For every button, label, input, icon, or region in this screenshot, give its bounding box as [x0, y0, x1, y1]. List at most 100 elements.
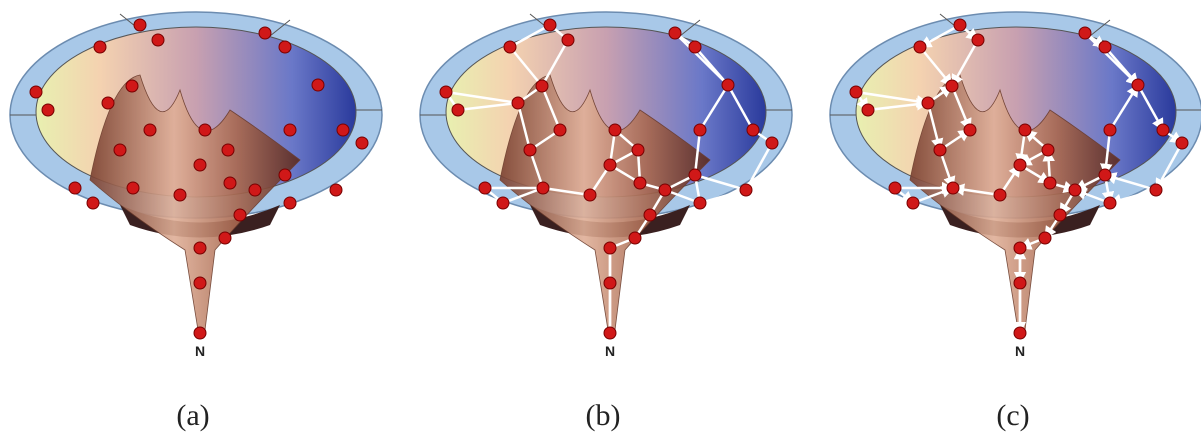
- node: [102, 97, 114, 109]
- node: [30, 86, 42, 98]
- node: [356, 137, 368, 149]
- node: [1039, 232, 1051, 244]
- node: [504, 41, 516, 53]
- node: [1099, 169, 1111, 181]
- node: [337, 124, 349, 136]
- node: [1157, 124, 1169, 136]
- node: [544, 19, 556, 31]
- figure: N (a) N (b) N (c): [0, 0, 1201, 439]
- node: [284, 197, 296, 209]
- node: [249, 184, 261, 196]
- node: [259, 27, 271, 39]
- node: [127, 182, 139, 194]
- caption: (c): [996, 399, 1029, 432]
- node: [452, 104, 464, 116]
- node: [1044, 177, 1056, 189]
- node: [922, 97, 934, 109]
- node: [634, 177, 646, 189]
- node: [479, 182, 491, 194]
- node: [174, 189, 186, 201]
- node: [1054, 209, 1066, 221]
- node: [947, 182, 959, 194]
- node: [1079, 27, 1091, 39]
- node: [584, 189, 596, 201]
- node: [694, 124, 706, 136]
- node: [689, 41, 701, 53]
- node: [114, 144, 126, 156]
- node: [954, 19, 966, 31]
- node: [312, 79, 324, 91]
- node: [234, 209, 246, 221]
- caption: (b): [586, 399, 621, 432]
- node: [604, 242, 616, 254]
- node: [889, 182, 901, 194]
- node: [42, 104, 54, 116]
- panel: N (c): [830, 12, 1201, 432]
- node: [537, 182, 549, 194]
- node: [134, 19, 146, 31]
- node: [536, 80, 548, 92]
- node: [1042, 144, 1054, 156]
- node: [554, 124, 566, 136]
- node: [1019, 124, 1031, 136]
- node: [747, 124, 759, 136]
- node: [1132, 79, 1144, 91]
- node: [604, 159, 616, 171]
- page: N(a)N(b)N(c) (() => { const data = JSON.…: [0, 0, 1201, 439]
- node: [766, 137, 778, 149]
- node: [1104, 197, 1116, 209]
- node-label: N: [605, 343, 615, 359]
- node: [562, 34, 574, 46]
- panels: N (a) N (b) N (c): [10, 12, 1201, 432]
- node: [69, 182, 81, 194]
- node: [934, 144, 946, 156]
- node: [914, 41, 926, 53]
- node: [1099, 41, 1111, 53]
- node: [279, 41, 291, 53]
- node: [632, 144, 644, 156]
- node: [740, 184, 752, 196]
- node: [629, 232, 641, 244]
- node: [850, 86, 862, 98]
- node: [604, 327, 616, 339]
- node: [946, 80, 958, 92]
- node: [694, 197, 706, 209]
- node: [644, 209, 656, 221]
- node-label: N: [1015, 343, 1025, 359]
- node: [862, 104, 874, 116]
- node: [609, 124, 621, 136]
- node: [512, 97, 524, 109]
- node: [972, 34, 984, 46]
- node: [224, 177, 236, 189]
- node: [87, 197, 99, 209]
- node: [194, 159, 206, 171]
- node: [219, 232, 231, 244]
- node: [524, 144, 536, 156]
- node: [604, 277, 616, 289]
- node: [194, 327, 206, 339]
- node: [330, 184, 342, 196]
- panel: N (a): [10, 12, 382, 432]
- node: [659, 184, 671, 196]
- node: [994, 189, 1006, 201]
- node: [1014, 277, 1026, 289]
- node: [1176, 137, 1188, 149]
- node: [222, 144, 234, 156]
- node: [1014, 242, 1026, 254]
- panel: N (b): [420, 12, 792, 432]
- node: [689, 169, 701, 181]
- node: [284, 124, 296, 136]
- node: [1069, 184, 1081, 196]
- node: [1014, 159, 1026, 171]
- node: [144, 124, 156, 136]
- node: [194, 242, 206, 254]
- node-label: N: [195, 343, 205, 359]
- caption: (a): [176, 399, 209, 432]
- node: [907, 197, 919, 209]
- node: [1104, 124, 1116, 136]
- node: [194, 277, 206, 289]
- node: [94, 41, 106, 53]
- node: [722, 79, 734, 91]
- node: [497, 197, 509, 209]
- node: [199, 124, 211, 136]
